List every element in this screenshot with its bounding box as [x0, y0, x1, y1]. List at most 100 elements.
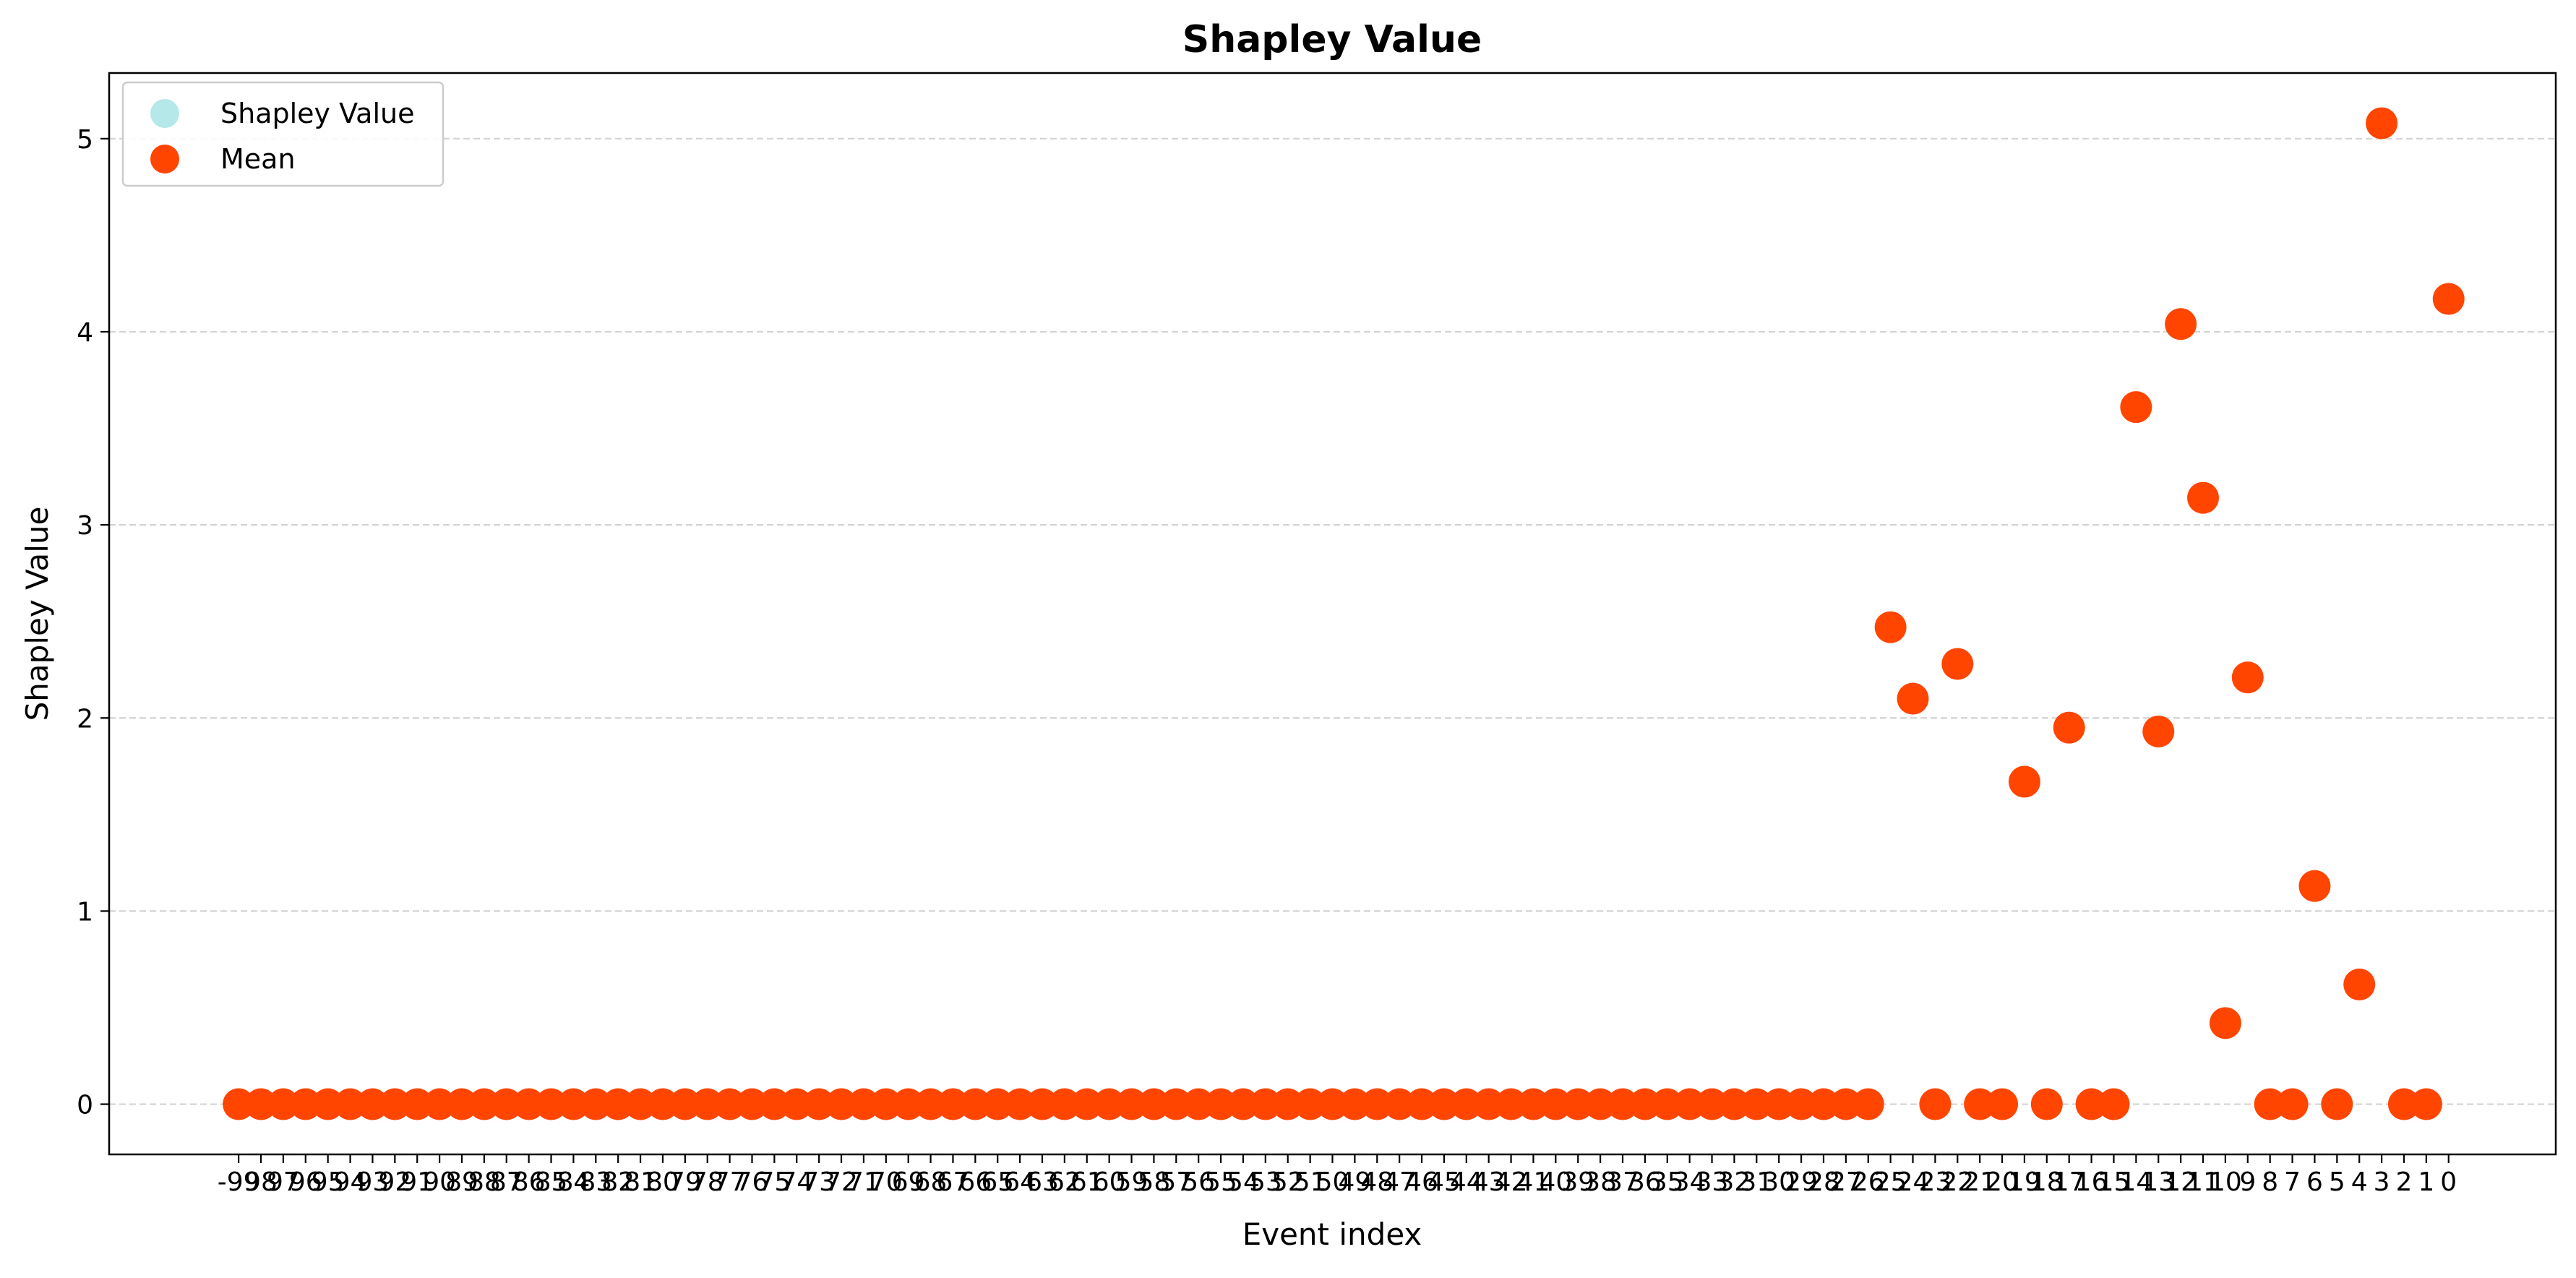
x-tick-label: 29: [1785, 1167, 1818, 1197]
data-point: [1249, 1088, 1281, 1120]
data-point: [1361, 1088, 1394, 1120]
x-tick-label: 32: [1718, 1167, 1751, 1197]
x-tick-label: 67: [937, 1167, 970, 1197]
x-tick-label: 9: [2239, 1167, 2256, 1197]
data-point: [1852, 1088, 1884, 1120]
x-tick-label: 26: [1852, 1167, 1885, 1197]
x-tick-label: 82: [601, 1167, 635, 1197]
x-tick-label: 55: [1204, 1167, 1237, 1197]
x-tick-label: 63: [1026, 1167, 1059, 1197]
data-point: [445, 1088, 478, 1120]
data-point: [1182, 1088, 1215, 1120]
data-point: [512, 1088, 545, 1120]
data-point: [1562, 1088, 1594, 1120]
x-tick-label: 70: [870, 1167, 903, 1197]
x-tick-label: 7: [2284, 1167, 2301, 1197]
data-point: [781, 1088, 813, 1120]
data-point: [1383, 1088, 1416, 1120]
data-point: [2053, 711, 2085, 744]
x-tick-label: 0: [2440, 1167, 2457, 1197]
data-point: [1651, 1088, 1683, 1120]
x-tick-label: 38: [1584, 1167, 1617, 1197]
x-tick-label: 66: [958, 1167, 992, 1197]
data-point: [245, 1088, 278, 1120]
x-tick-label: 87: [490, 1167, 523, 1197]
data-point: [937, 1088, 969, 1120]
data-point: [1316, 1088, 1349, 1120]
data-point: [1584, 1088, 1617, 1120]
x-tick-label: 52: [1271, 1167, 1305, 1197]
data-point: [2030, 1088, 2063, 1120]
data-point: [602, 1088, 635, 1120]
x-tick-label: 61: [1070, 1167, 1104, 1197]
x-tick-label: 64: [1003, 1167, 1036, 1197]
data-point: [2321, 1088, 2353, 1120]
data-point: [914, 1088, 947, 1120]
x-tick-label: 91: [400, 1167, 434, 1197]
x-tick-label: 73: [802, 1167, 836, 1197]
x-tick-label: 72: [825, 1167, 858, 1197]
data-point: [1785, 1088, 1818, 1120]
data-point: [356, 1088, 389, 1120]
x-tick-label: 60: [1093, 1167, 1126, 1197]
x-tick-label: 88: [468, 1167, 501, 1197]
x-tick-label: 3: [2374, 1167, 2390, 1197]
x-tick-label: 80: [646, 1167, 679, 1197]
data-point: [982, 1088, 1014, 1120]
data-point: [1517, 1088, 1550, 1120]
x-tick-label: 5: [2329, 1167, 2345, 1197]
data-point: [1718, 1088, 1751, 1120]
x-tick-label: 24: [1897, 1167, 1930, 1197]
x-tick-label: 95: [312, 1167, 345, 1197]
legend-box: [121, 81, 445, 187]
x-tick-label: 68: [914, 1167, 948, 1197]
x-tick-label: 89: [445, 1167, 478, 1197]
data-point: [1495, 1088, 1527, 1120]
x-tick-label: 28: [1807, 1167, 1840, 1197]
data-point: [1941, 648, 1974, 680]
x-tick-label: 6: [2306, 1167, 2323, 1197]
x-tick-label: 51: [1294, 1167, 1327, 1197]
x-tick-label: 4: [2351, 1167, 2368, 1197]
x-tick-label: 16: [2075, 1167, 2108, 1197]
data-point: [2142, 715, 2175, 747]
legend: Shapley Value Mean: [121, 81, 445, 187]
chart-title: Shapley Value: [1182, 18, 1482, 61]
legend-label-mean: Mean: [220, 143, 296, 175]
data-point: [401, 1088, 434, 1120]
x-axis-label: Event index: [1242, 1217, 1422, 1252]
x-tick-label: 25: [1874, 1167, 1907, 1197]
data-point: [2410, 1088, 2442, 1120]
x-tick-label: 92: [378, 1167, 411, 1197]
x-tick-label: 10: [2209, 1167, 2242, 1197]
x-tick-label: 94: [334, 1167, 367, 1197]
legend-label-shapley-value: Shapley Value: [220, 98, 414, 129]
x-tick-label: 85: [535, 1167, 568, 1197]
data-point: [1048, 1088, 1081, 1120]
x-tick-label: 59: [1115, 1167, 1149, 1197]
y-tick-label: 2: [77, 704, 93, 734]
data-point: [1294, 1088, 1326, 1120]
x-tick-label: 58: [1138, 1167, 1171, 1197]
data-point: [2165, 308, 2197, 340]
x-tick-label: -99: [218, 1167, 260, 1197]
x-tick-label: 90: [423, 1167, 456, 1197]
data-point: [1919, 1088, 1952, 1120]
y-tick-label: 4: [77, 318, 93, 348]
data-point: [490, 1088, 523, 1120]
x-tick-label: 41: [1517, 1167, 1550, 1197]
data-point: [1427, 1088, 1460, 1120]
x-tick-label: 30: [1762, 1167, 1795, 1197]
x-tick-label: 74: [780, 1167, 813, 1197]
x-tick-label: 44: [1450, 1167, 1483, 1197]
x-tick-label: 27: [1829, 1167, 1863, 1197]
data-point: [379, 1088, 411, 1120]
data-point: [825, 1088, 858, 1120]
x-tick-label: 40: [1539, 1167, 1572, 1197]
data-point: [646, 1088, 679, 1120]
data-point: [1450, 1088, 1482, 1120]
x-tick-label: 62: [1048, 1167, 1081, 1197]
x-tick-label: 37: [1606, 1167, 1639, 1197]
x-tick-label: 96: [289, 1167, 322, 1197]
x-tick-label: 20: [1985, 1167, 2019, 1197]
